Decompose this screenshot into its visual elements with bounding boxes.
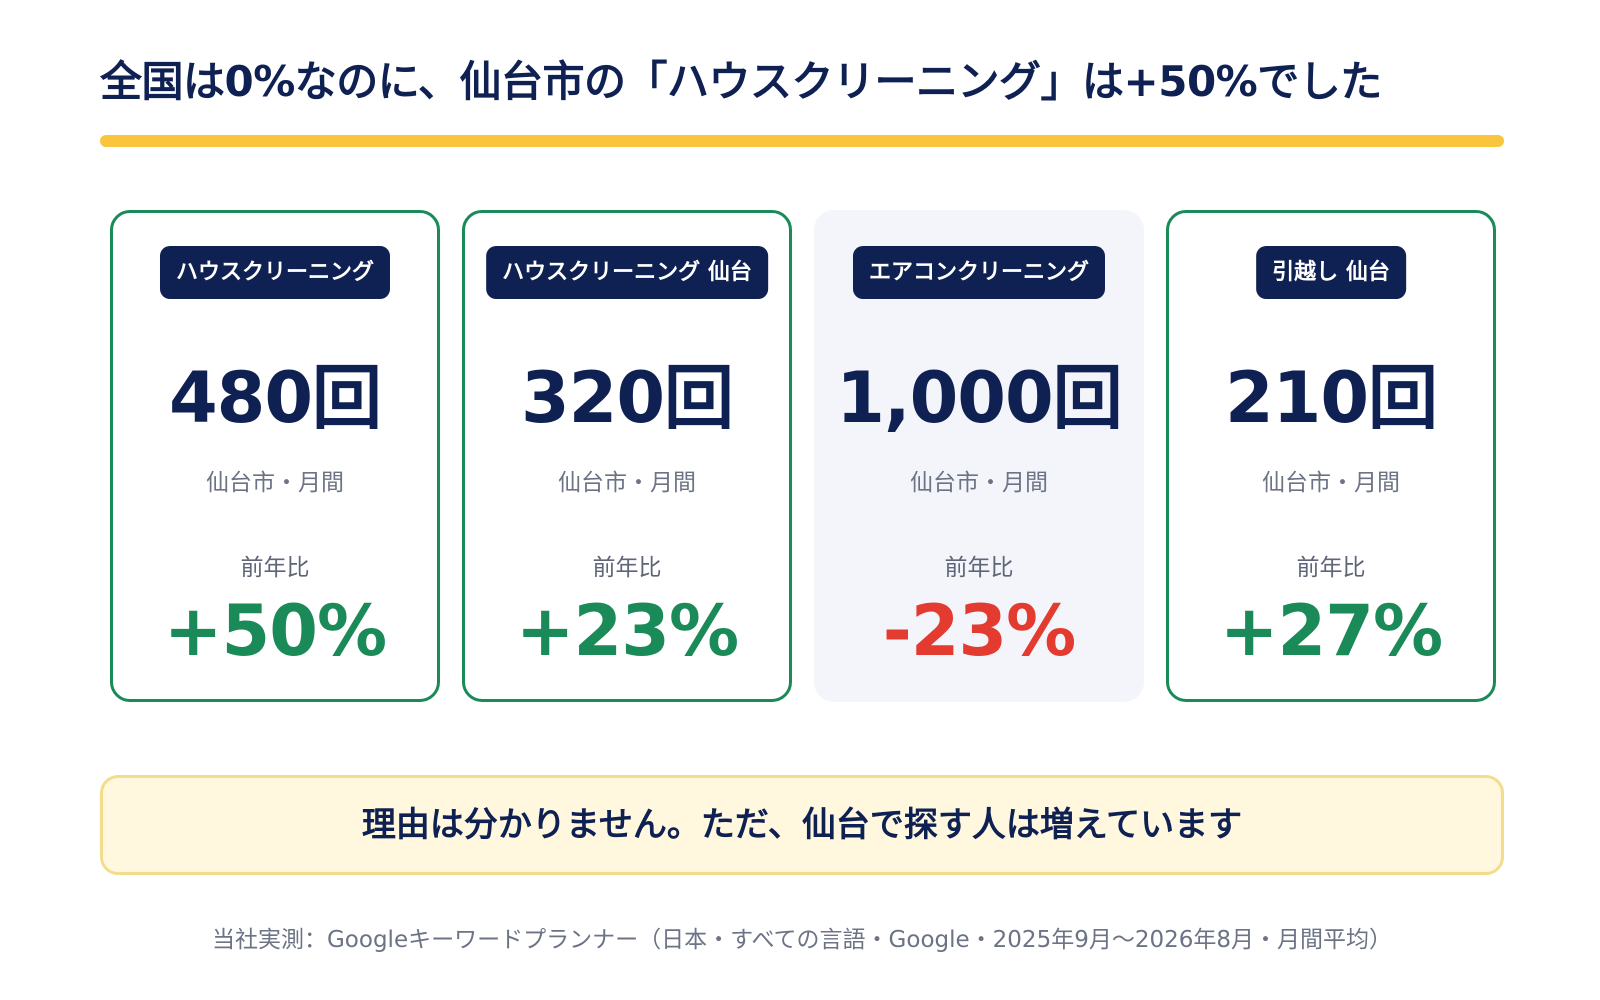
yoy-value: +27%: [1219, 590, 1443, 672]
yoy-value: +23%: [515, 590, 739, 672]
search-volume-note: 仙台市・月間: [910, 470, 1048, 496]
source-note: 当社実測：Googleキーワードプランナー（日本・すべての言語・Google・2…: [211, 927, 1393, 953]
yoy-value: +50%: [163, 590, 387, 672]
keyword-card-aircon-cleaning: エアコンクリーニング 1,000回 仙台市・月間 前年比 -23%: [814, 210, 1144, 702]
keyword-card-house-cleaning-sendai: ハウスクリーニング 仙台 320回 仙台市・月間 前年比 +23%: [462, 210, 792, 702]
conclusion-note: 理由は分かりません。ただ、仙台で探す人は増えています: [100, 775, 1504, 875]
keyword-tag: エアコンクリーニング: [852, 246, 1106, 299]
search-volume-note: 仙台市・月間: [206, 470, 344, 496]
yoy-value: -23%: [882, 590, 1077, 672]
keyword-tag: ハウスクリーニング 仙台: [486, 246, 768, 299]
yoy-label: 前年比: [1296, 555, 1366, 581]
yoy-label: 前年比: [944, 555, 1014, 581]
keyword-tag: 引越し 仙台: [1256, 246, 1406, 299]
headline: 全国は0%なのに、仙台市の「ハウスクリーニング」は+50%でした: [100, 57, 1382, 106]
keyword-card-moving-sendai: 引越し 仙台 210回 仙台市・月間 前年比 +27%: [1166, 210, 1496, 702]
search-volume-note: 仙台市・月間: [558, 470, 696, 496]
yoy-label: 前年比: [592, 555, 662, 581]
headline-underline: [100, 135, 1504, 147]
search-volume: 480回: [168, 357, 382, 439]
search-volume: 320回: [520, 357, 734, 439]
search-volume: 1,000回: [836, 357, 1122, 439]
keyword-cards: ハウスクリーニング 480回 仙台市・月間 前年比 +50% ハウスクリーニング…: [110, 210, 1500, 702]
search-volume: 210回: [1224, 357, 1438, 439]
keyword-tag: ハウスクリーニング: [159, 246, 391, 299]
keyword-card-house-cleaning: ハウスクリーニング 480回 仙台市・月間 前年比 +50%: [110, 210, 440, 702]
search-volume-note: 仙台市・月間: [1262, 470, 1400, 496]
yoy-label: 前年比: [240, 555, 310, 581]
